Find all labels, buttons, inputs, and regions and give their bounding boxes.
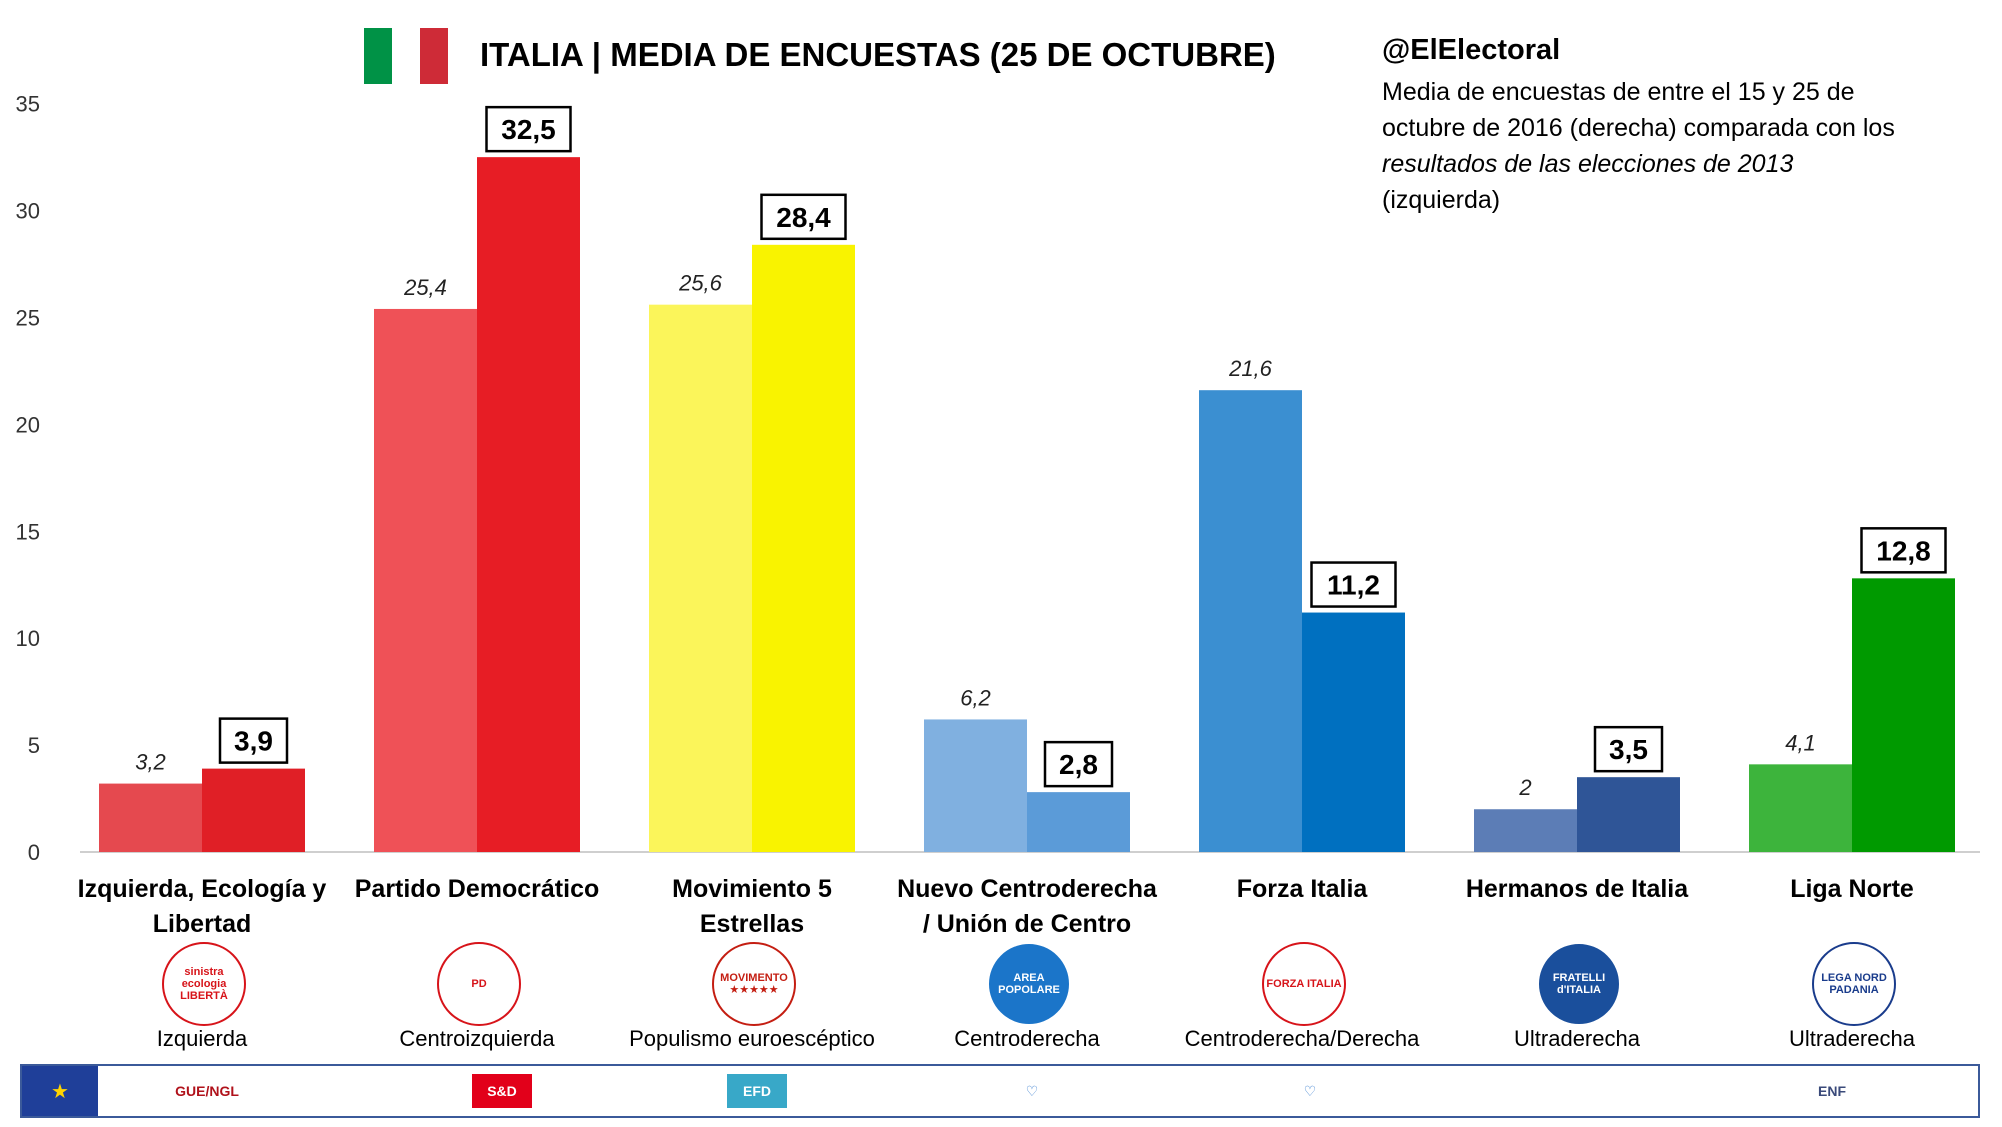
party-name: Hermanos de Italia [1442,872,1712,907]
party-name-line2: / Unión de Centro [922,910,1132,938]
data-label-poll-average: 11,2 [1327,570,1380,601]
eu-group-logo: S&D [472,1074,532,1108]
party-logo: AREA POPOLARE [987,942,1071,1026]
note-text-2: (izquierda) [1382,186,1501,214]
bar-2013 [374,308,477,852]
eu-group-logo: GUE/NGL [175,1083,239,1099]
party-name-line1: Izquierda, Ecología y [77,875,327,903]
party-name-line1: Liga Norte [1790,875,1914,903]
party-name-line1: Hermanos de Italia [1465,875,1689,903]
y-tick-label: 25 [16,306,40,331]
bar-poll-average [1852,578,1955,852]
data-label-2013: 25,4 [403,275,447,300]
party-logo: MOVIMENTO ★★★★★ [712,942,796,1026]
eu-groups-bar: ★ GUE/NGL S&D EFD ♡ ♡ ENF [20,1064,1980,1118]
party-ideology: Ultraderecha [1514,1026,1640,1051]
eu-group-logo: ENF [1818,1083,1846,1099]
data-label-2013: 3,2 [135,750,166,775]
bar-poll-average [752,244,855,853]
party-name: Forza Italia [1167,872,1437,907]
party-ideology: Centroderecha [954,1026,1100,1051]
bar-2013 [924,719,1027,852]
flag-white [392,28,420,84]
party-logo: FRATELLI d'ITALIA [1537,942,1621,1026]
data-label-box [1043,740,1114,788]
data-label-2013: 4,1 [1785,730,1816,755]
party-name-line2: Libertad [152,910,252,938]
eu-group-logo: ♡ [1025,1082,1039,1099]
party-ideology: Ultraderecha [1789,1026,1915,1051]
bar-2013 [1749,764,1852,852]
bar-poll-average [1302,612,1405,852]
party-logo: FORZA ITALIA [1262,942,1346,1026]
data-label-poll-average: 28,4 [776,202,831,233]
party-name-line1: Nuevo Centroderecha [897,875,1157,903]
eu-flag-icon: ★ [22,1066,98,1116]
bar-poll-average [1027,792,1130,852]
party-logo: LEGA NORD PADANIA [1812,942,1896,1026]
data-label-box [218,717,289,764]
bar-2013 [1474,809,1577,852]
party-ideology: Populismo euroescéptico [629,1026,875,1051]
data-label-box [760,193,847,241]
italy-flag [364,28,448,84]
bar-2013 [1199,390,1302,852]
data-label-2013: 6,2 [960,685,991,710]
y-tick-label: 15 [16,519,40,544]
party-ideology: Centroderecha/Derecha [1184,1026,1420,1051]
party-name: Izquierda, Ecología y Libertad [67,872,337,942]
y-tick-label: 0 [28,840,40,865]
chart-note: Media de encuestas de entre el 15 y 25 d… [1382,74,1902,218]
data-label-box [485,105,572,153]
y-tick-label: 5 [28,733,40,758]
bar-2013 [99,783,202,852]
bar-poll-average [477,157,580,852]
data-label-box [1860,527,1947,574]
party-logo: sinistra ecologia LIBERTÀ [162,942,246,1026]
data-label-2013: 2 [1518,775,1531,800]
data-label-poll-average: 32,5 [501,114,556,145]
y-tick-label: 10 [16,626,40,651]
party-name: Liga Norte [1717,872,1987,907]
chart-title: ITALIA | MEDIA DE ENCUESTAS (25 DE OCTUB… [480,36,1276,73]
party-name-line2: Estrellas [699,910,805,938]
bar-poll-average [202,768,305,852]
party-ideology: Izquierda [156,1026,248,1051]
bar-2013 [649,304,752,852]
bar-poll-average [1577,777,1680,852]
y-tick-label: 35 [16,92,40,117]
party-name: Partido Democrático [342,872,612,907]
party-logo: PD [437,942,521,1026]
party-name-line1: Forza Italia [1236,875,1368,903]
party-name-line1: Partido Democrático [354,875,600,903]
party-name-line1: Movimiento 5 [672,875,832,903]
data-label-2013: 21,6 [1228,356,1273,381]
eu-group-logo: ♡ [1303,1082,1317,1099]
y-tick-label: 30 [16,199,40,224]
party-name: Movimiento 5 Estrellas [617,872,887,942]
twitter-handle: @ElElectoral [1382,34,1561,66]
flag-red [420,28,448,84]
data-label-poll-average: 3,5 [1609,734,1648,765]
y-tick-label: 20 [16,412,40,437]
flag-green [364,28,392,84]
eu-group-logo: EFD [727,1074,787,1108]
party-ideology: Centroizquierda [399,1026,555,1051]
data-label-poll-average: 12,8 [1876,535,1931,566]
data-label-box [1310,561,1397,608]
data-label-poll-average: 3,9 [234,726,273,757]
party-name: Nuevo Centroderecha / Unión de Centro [892,872,1162,942]
note-text-1: Media de encuestas de entre el 15 y 25 d… [1382,78,1895,142]
bar-chart: 0 5 10 15 20 25 30 35 3,2 3,9 25,4 32,5 25,6 28,4 6,2 2… [16,92,1980,865]
data-label-poll-average: 2,8 [1059,749,1098,780]
data-label-2013: 25,6 [678,271,723,296]
data-label-box [1593,725,1664,773]
note-text-italic: resultados de las elecciones de 2013 [1382,150,1794,178]
